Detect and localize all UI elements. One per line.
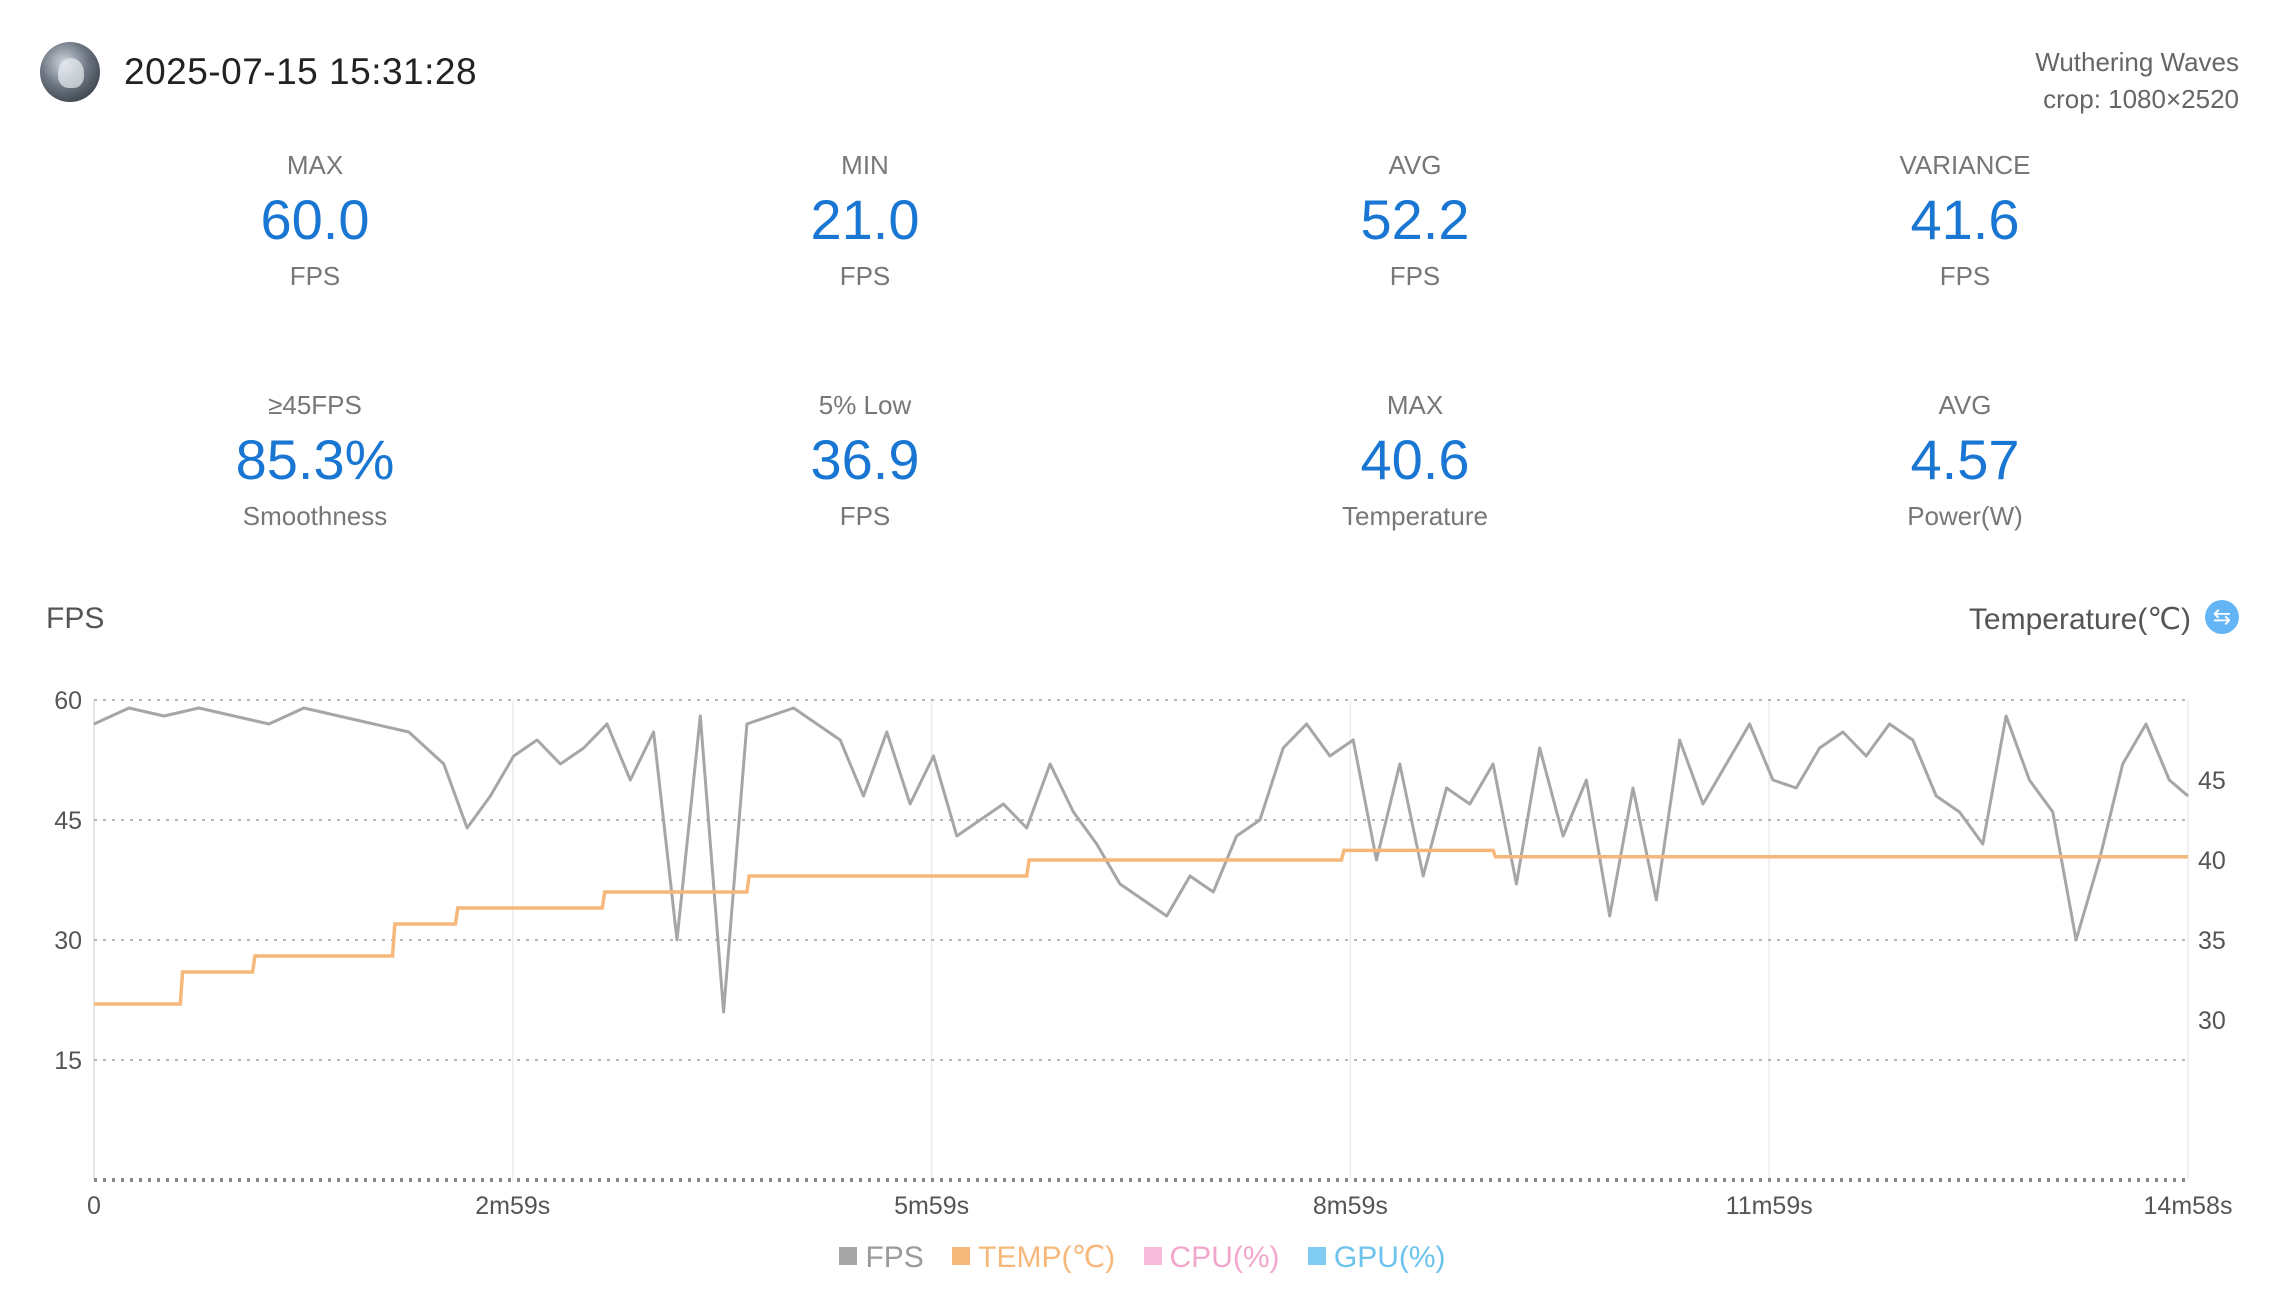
right-axis-title: Temperature(℃) [1968,603,2191,636]
stat-avg-fps: AVG 52.2 FPS [1215,150,1615,292]
stat-label: VARIANCE [1899,150,2031,180]
left-axis-title: FPS [46,602,105,635]
y-right-tick-label: 40 [2198,847,2226,875]
x-tick-label: 11m59s [1726,1192,1813,1220]
crop-resolution: crop: 1080×2520 [2043,84,2239,114]
legend-swatch [1143,1247,1162,1265]
legend-swatch [839,1247,858,1265]
stat-value: 21.0 [810,188,920,251]
stat-smoothness: ≥45FPS 85.3% Smoothness [115,390,515,532]
x-tick-label: 14m58s [2144,1192,2233,1220]
stat-label: AVG [1388,150,1442,180]
stat-label: AVG [1938,390,1992,420]
legend-item-temp[interactable]: TEMP(℃) [952,1240,1115,1275]
stat-value: 4.57 [1910,428,2020,491]
stat-label: MIN [841,150,889,180]
stat-label: ≥45FPS [268,390,362,420]
y-left-tick-label: 30 [54,927,82,955]
stat-unit: FPS [839,501,891,531]
stat-unit: FPS [1939,261,1991,291]
stat-unit: Temperature [1342,501,1488,531]
stat-unit: FPS [289,261,341,291]
stat-label: MAX [286,150,344,180]
stat-value: 60.0 [260,188,370,251]
y-right-tick-label: 45 [2198,767,2226,795]
stat-value: 41.6 [1910,188,2020,251]
x-tick-label: 5m59s [894,1192,969,1220]
series-line-temperature [94,848,2188,1006]
x-tick-label: 0 [87,1192,101,1220]
header: 2025-07-15 15:31:28 [40,38,477,106]
x-tick-label: 2m59s [475,1192,550,1220]
game-name: Wuthering Waves [2035,47,2239,77]
swap-axis-icon[interactable]: ⇆ [2205,600,2239,634]
stat-avg-power: AVG 4.57 Power(W) [1765,390,2165,532]
series-line-fps [93,706,2189,1014]
y-right-tick-label: 30 [2198,1007,2226,1035]
legend-swatch [1307,1247,1326,1265]
legend-item-gpu[interactable]: GPU(%) [1307,1241,1446,1275]
chart-legend: FPS TEMP(℃) CPU(%) GPU(%) [0,1240,2285,1275]
legend-item-cpu[interactable]: CPU(%) [1143,1241,1280,1275]
stat-value: 36.9 [810,428,920,491]
legend-item-fps[interactable]: FPS [839,1241,924,1275]
legend-swatch [952,1247,971,1265]
stat-variance: VARIANCE 41.6 FPS [1765,150,2165,292]
y-right-tick-label: 35 [2198,927,2226,955]
stat-unit: Power(W) [1907,501,2023,531]
y-left-tick-label: 15 [54,1047,82,1075]
stat-value: 85.3% [235,428,395,491]
game-info: Wuthering Waves crop: 1080×2520 [2035,44,2239,118]
stat-5pct-low: 5% Low 36.9 FPS [665,390,1065,532]
legend-label: FPS [865,1241,924,1274]
legend-label: GPU(%) [1333,1241,1446,1274]
stat-unit: FPS [1389,261,1441,291]
y-left-tick-label: 45 [54,807,82,835]
legend-label: TEMP(℃) [978,1241,1116,1274]
stat-unit: FPS [839,261,891,291]
stat-max-temperature: MAX 40.6 Temperature [1215,390,1615,532]
stat-value: 40.6 [1360,428,1470,491]
stat-min-fps: MIN 21.0 FPS [665,150,1065,292]
stat-label: 5% Low [818,390,912,420]
stat-value: 52.2 [1360,188,1470,251]
y-left-tick-label: 60 [54,687,82,715]
stat-unit: Smoothness [242,501,388,531]
session-timestamp: 2025-07-15 15:31:28 [124,51,478,92]
legend-label: CPU(%) [1169,1241,1280,1274]
app-avatar [40,42,100,102]
stat-max-fps: MAX 60.0 FPS [115,150,515,292]
x-tick-label: 8m59s [1313,1192,1388,1220]
stat-label: MAX [1386,390,1444,420]
